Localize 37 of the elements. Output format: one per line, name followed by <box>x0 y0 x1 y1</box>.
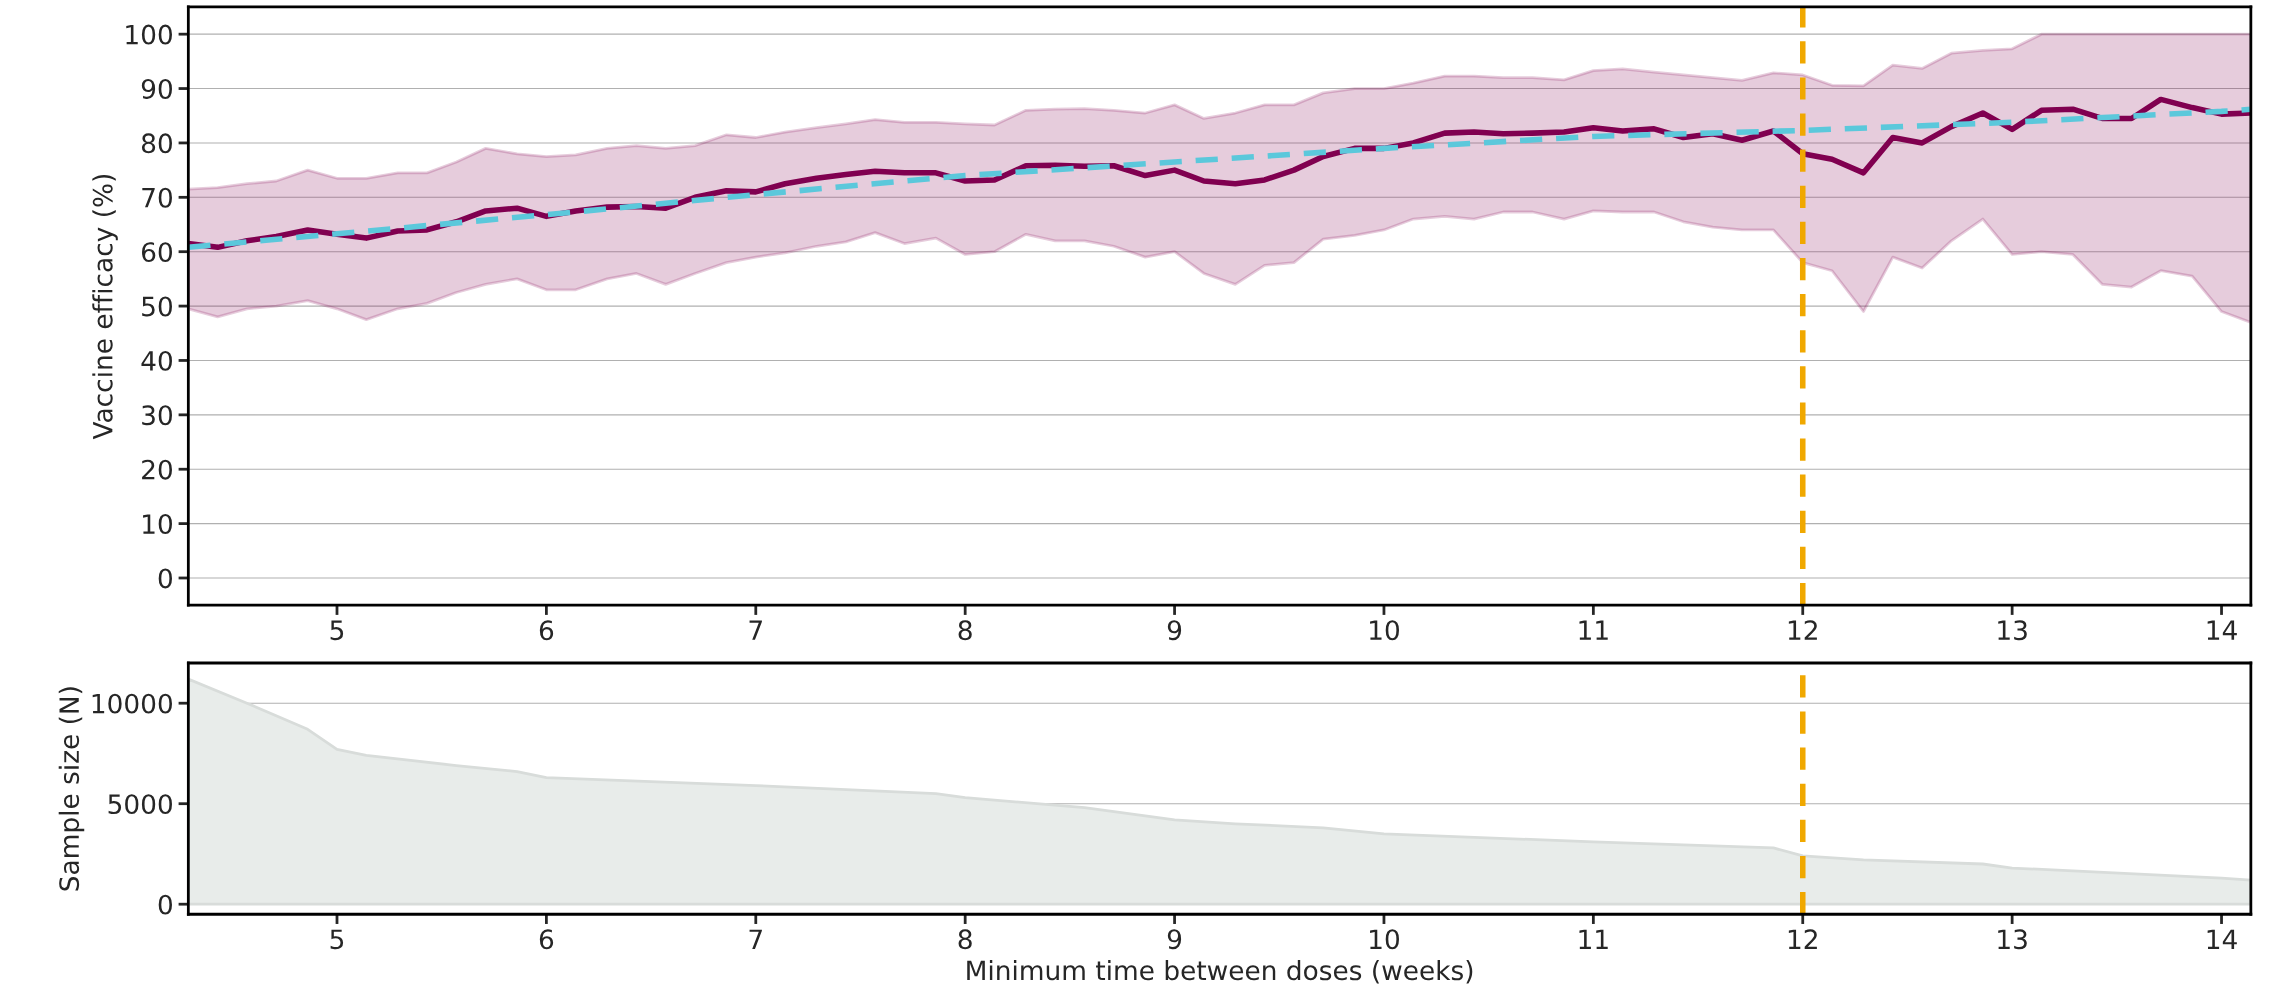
x-tick-label: 9 <box>1167 929 1182 950</box>
y-axis-title: Sample size (N) <box>58 687 85 891</box>
x-tick-label: 10 <box>1370 620 1399 641</box>
x-tick-label: 11 <box>1579 620 1608 640</box>
x-tick-label: 8 <box>958 620 972 641</box>
y-tick-label: 20 <box>142 459 172 480</box>
y-tick-label: 30 <box>142 405 172 426</box>
y-tick-label: 100 <box>126 24 172 45</box>
x-tick-label: 11 <box>1579 929 1608 949</box>
x-tick-label: 13 <box>1998 620 2027 641</box>
y-tick-label: 0 <box>158 568 172 589</box>
y-tick-label: 70 <box>142 187 172 208</box>
x-tick-label: 7 <box>749 929 762 949</box>
x-tick-label: 12 <box>1788 620 1817 640</box>
x-axis-title: Minimum time between doses (weeks) <box>967 959 1473 984</box>
x-tick-label: 6 <box>539 929 554 950</box>
x-tick-label: 12 <box>1788 929 1817 949</box>
y-tick-label: 5000 <box>108 794 172 815</box>
y-tick-label: 0 <box>158 894 172 915</box>
x-tick-label: 13 <box>1998 929 2027 950</box>
x-tick-label: 7 <box>749 620 762 640</box>
y-tick-label: 10000 <box>92 693 172 714</box>
y-tick-label: 40 <box>141 350 172 371</box>
x-tick-label: 10 <box>1370 929 1399 950</box>
x-tick-label: 14 <box>2207 929 2237 949</box>
y-tick-label: 50 <box>142 296 172 317</box>
y-tick-label: 10 <box>143 514 172 535</box>
y-axis-title: Vaccine efficacy (%) <box>92 174 118 440</box>
x-tick-label: 14 <box>2207 620 2237 640</box>
x-tick-label: 5 <box>330 620 344 641</box>
y-tick-label: 80 <box>141 133 172 154</box>
x-tick-label: 9 <box>1167 620 1182 641</box>
x-tick-label: 8 <box>958 929 972 950</box>
y-tick-label: 60 <box>142 242 172 263</box>
x-tick-label: 6 <box>539 620 554 641</box>
x-tick-label: 5 <box>330 929 344 950</box>
y-tick-label: 90 <box>141 78 172 99</box>
